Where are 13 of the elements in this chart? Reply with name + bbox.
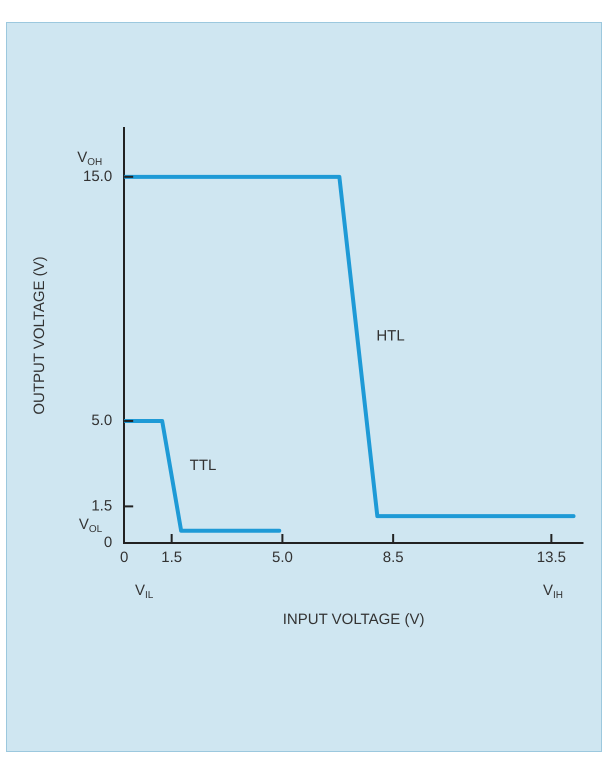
y-tick-label: 0 — [104, 534, 112, 552]
x-axis-title: INPUT VOLTAGE (V) — [282, 611, 424, 628]
y-tick-label: 5.0 — [91, 412, 112, 430]
x-tick-label: 1.5 — [161, 549, 182, 566]
x-tick-label: 8.5 — [382, 549, 404, 566]
x-tick-label: 0 — [120, 549, 128, 566]
y-tick-label: 1.5 — [91, 498, 112, 515]
x-tick-label: 13.5 — [536, 549, 566, 566]
x-tick-label: 5.0 — [272, 549, 293, 566]
series-label: TTL — [190, 457, 216, 474]
y-axis-title: OUTPUT VOLTAGE (V) — [31, 256, 48, 415]
y-tick-label: 15.0 — [82, 168, 112, 185]
series-label: HTL — [376, 328, 405, 345]
